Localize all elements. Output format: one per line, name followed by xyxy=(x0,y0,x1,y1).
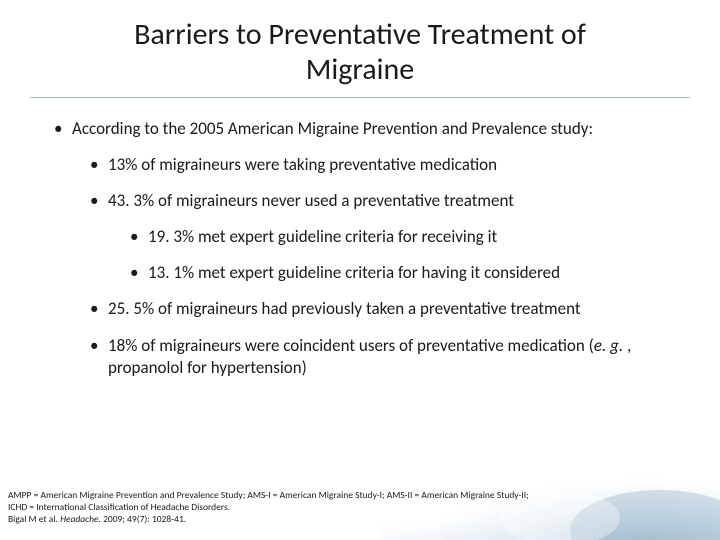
citation-pre: Bigal M et al. xyxy=(8,513,60,525)
bullet-text-pre: 18% of migraineurs were coincident users… xyxy=(108,335,594,356)
bullet-lvl2: 25. 5% of migraineurs had previously tak… xyxy=(108,298,690,320)
bullet-lvl2: 43. 3% of migraineurs never used a preve… xyxy=(108,190,690,212)
bullet-text-em: e. g. xyxy=(594,335,627,356)
slide-container: Barriers to Preventative Treatment of Mi… xyxy=(0,0,720,540)
bullet-lvl3: 19. 3% met expert guideline criteria for… xyxy=(148,226,690,248)
footnote: AMPP = American Migraine Prevention and … xyxy=(8,490,700,526)
bullet-lvl2: 18% of migraineurs were coincident users… xyxy=(108,335,690,379)
bullet-lvl3: 13. 1% met expert guideline criteria for… xyxy=(148,262,690,284)
bullet-lvl2: 13% of migraineurs were taking preventat… xyxy=(108,154,690,176)
bullet-lvl1: According to the 2005 American Migraine … xyxy=(72,118,690,140)
citation-post: 2009; 49(7): 1028-41. xyxy=(103,513,186,525)
slide-title: Barriers to Preventative Treatment of Mi… xyxy=(30,18,690,98)
bullet-list: According to the 2005 American Migraine … xyxy=(30,118,690,379)
footnote-citation: Bigal M et al. Headache. 2009; 49(7): 10… xyxy=(8,514,700,526)
citation-journal: Headache. xyxy=(60,513,103,525)
